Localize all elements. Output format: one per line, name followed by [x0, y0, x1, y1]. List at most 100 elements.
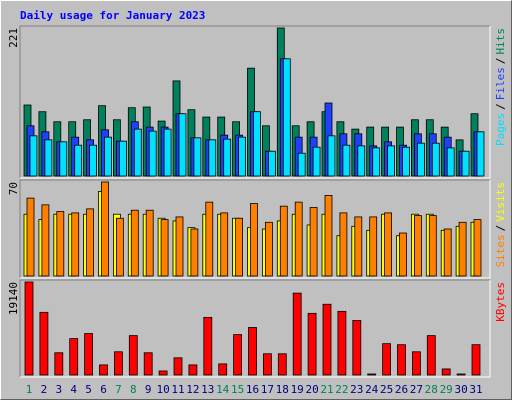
legend-separator: / [494, 103, 507, 110]
bar [292, 292, 302, 376]
bar [69, 338, 79, 376]
bar [446, 147, 455, 177]
bar [71, 212, 80, 277]
bar [220, 212, 229, 277]
x-tick-label: 19 [291, 383, 304, 396]
x-tick-label: 29 [440, 383, 453, 396]
x-tick-label: 30 [454, 383, 467, 396]
bar [322, 303, 332, 376]
x-tick-label: 15 [231, 383, 244, 396]
bar [99, 364, 108, 376]
bar [297, 152, 306, 177]
bar [413, 215, 422, 277]
x-tick-label: 18 [276, 383, 289, 396]
x-tick-label: 24 [365, 383, 379, 396]
bar [250, 203, 258, 277]
bar [309, 207, 318, 277]
bar [397, 344, 406, 376]
bar [163, 128, 172, 177]
x-tick-label: 31 [469, 383, 482, 396]
legend-entry: Pages [494, 113, 507, 146]
bar [223, 138, 232, 177]
bar [41, 204, 50, 277]
x-tick-label: 7 [115, 383, 122, 396]
legend-separator: / [494, 225, 507, 232]
bar [119, 140, 127, 177]
bar [399, 232, 407, 277]
bar [145, 209, 154, 277]
bar [233, 334, 243, 376]
bar [248, 327, 257, 376]
bar [461, 150, 470, 177]
legend: Sites / Visits [494, 182, 507, 268]
bar [416, 142, 425, 177]
bar [312, 146, 321, 177]
x-tick-label: 2 [41, 383, 48, 396]
y-tick-label: 70 [7, 182, 20, 195]
panel-border [20, 180, 491, 279]
bar [208, 139, 217, 177]
bar [307, 312, 317, 376]
bar [458, 221, 467, 277]
bar [428, 215, 437, 277]
bar [357, 145, 366, 177]
bar [476, 131, 485, 177]
bar [387, 145, 396, 177]
x-tick-label: 9 [145, 383, 152, 396]
bar [294, 201, 303, 277]
bar [128, 335, 138, 376]
legend-entry: Sites [494, 234, 507, 267]
bar [148, 130, 157, 177]
bar [24, 281, 34, 376]
bar [354, 216, 363, 277]
legend-entry: Hits [494, 28, 507, 55]
x-tick-label: 3 [55, 383, 62, 396]
bar [238, 136, 247, 177]
bar [114, 351, 123, 376]
bar [86, 208, 94, 277]
panel-border [19, 179, 490, 278]
legend-entry: Visits [494, 182, 507, 222]
x-tick-label: 12 [186, 383, 199, 396]
bar [277, 353, 287, 376]
bar [178, 113, 187, 177]
bar [158, 370, 168, 376]
x-tick-label: 13 [201, 383, 214, 396]
bar [89, 144, 97, 177]
bar [193, 137, 202, 177]
bar [456, 373, 466, 376]
x-tick-label: 27 [410, 383, 423, 396]
bar [175, 216, 184, 277]
legend-entry: KBytes [494, 282, 507, 322]
legend-entry: Files [494, 67, 507, 100]
x-tick-label: 20 [305, 383, 318, 396]
x-tick-label: 16 [246, 383, 259, 396]
bar [267, 150, 276, 177]
bar [26, 197, 35, 277]
x-tick-label: 25 [380, 383, 393, 396]
legend: KBytes [494, 282, 507, 322]
bar [84, 333, 93, 376]
chart-title: Daily usage for January 2023 [20, 9, 205, 22]
x-tick-label: 4 [70, 383, 77, 396]
bar [471, 344, 481, 376]
bar [279, 205, 288, 277]
bar [324, 195, 333, 277]
bar [402, 146, 410, 177]
x-tick-label: 23 [350, 383, 363, 396]
x-tick-label: 26 [395, 383, 408, 396]
bar [130, 209, 139, 277]
bar [39, 311, 49, 376]
legend-separator: / [494, 58, 507, 65]
x-tick-label: 11 [171, 383, 184, 396]
x-tick-label: 1 [26, 383, 33, 396]
bar [218, 363, 228, 376]
bar [143, 352, 153, 376]
panel-border [19, 279, 490, 377]
bar [443, 228, 452, 277]
bar [282, 58, 291, 177]
bar [104, 136, 112, 177]
